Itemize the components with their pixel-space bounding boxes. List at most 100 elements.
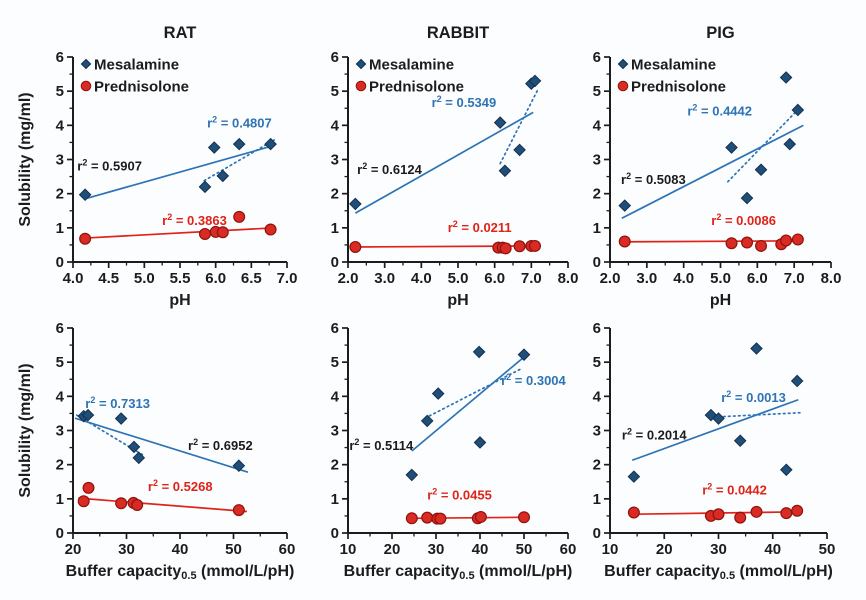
subplot-pig-buffer: 10 20 30 40 50 0 1 2 3 4 5 6 Buffer capacity0.5 (mmo… bbox=[593, 320, 836, 582]
data-point-mesalamine bbox=[754, 163, 768, 177]
data-point-mesalamine bbox=[780, 463, 793, 477]
data-point-mesalamine bbox=[132, 451, 146, 465]
r2-annotation: r2 = 0.0086 bbox=[711, 212, 776, 228]
r2-annotation: r2 = 0.5907 bbox=[77, 157, 142, 173]
data-point-prednisolone bbox=[741, 236, 754, 249]
x-axis-label: Buffer capacity0.5 (mmol/L/pH) bbox=[66, 563, 295, 582]
x-axis-label: pH bbox=[447, 292, 468, 309]
data-point-mesalamine bbox=[264, 137, 277, 151]
x-tick-label: 4.0 bbox=[673, 270, 694, 287]
legend-label-mesalamine: Mesalamine bbox=[369, 57, 454, 74]
r2-annotation: r2 = 0.5268 bbox=[148, 478, 213, 494]
r2-annotation: r2 = 0.0013 bbox=[721, 389, 786, 405]
y-tick-label: 0 bbox=[593, 254, 601, 271]
legend-label-prednisolone: Prednisolone bbox=[94, 79, 189, 96]
x-tick-label: 2.0 bbox=[600, 270, 621, 287]
y-tick-label: 1 bbox=[56, 491, 64, 508]
y-tick-label: 5 bbox=[56, 83, 64, 100]
subplot-rat-buffer: 20 30 40 50 60 0 1 2 3 4 5 6 Buffer capacity0.5 (mmo… bbox=[17, 320, 295, 582]
y-tick-label: 6 bbox=[56, 320, 64, 337]
y-tick-label: 0 bbox=[56, 254, 64, 271]
x-tick-label: 5.0 bbox=[710, 270, 731, 287]
data-point-prednisolone bbox=[421, 511, 434, 524]
x-axis-label: Buffer capacity0.5 (mmol/L/pH) bbox=[344, 563, 573, 582]
x-tick-label: 4.0 bbox=[63, 270, 84, 287]
r2-annotation: r2 = 0.0455 bbox=[427, 486, 492, 502]
data-point-prednisolone bbox=[131, 498, 144, 511]
legend-label-prednisolone: Prednisolone bbox=[631, 79, 726, 96]
x-tick-label: 10 bbox=[602, 541, 619, 558]
x-tick-label: 60 bbox=[279, 541, 296, 558]
x-tick-label: 4.0 bbox=[411, 270, 432, 287]
y-tick-label: 3 bbox=[593, 423, 601, 440]
x-tick-label: 7.0 bbox=[521, 270, 542, 287]
axes bbox=[72, 328, 287, 534]
data-point-prednisolone bbox=[82, 481, 95, 494]
data-point-prednisolone bbox=[474, 510, 487, 523]
fit-line-mesalamine-solid bbox=[411, 356, 525, 452]
data-point-mesalamine bbox=[420, 414, 434, 428]
r2-annotation: r2 = 0.0442 bbox=[702, 481, 767, 497]
y-tick-label: 4 bbox=[331, 117, 340, 134]
data-point-mesalamine bbox=[198, 180, 212, 194]
legend-diamond-icon bbox=[355, 58, 367, 70]
chart-title: PIG bbox=[706, 24, 734, 42]
data-point-mesalamine bbox=[78, 188, 92, 201]
r2-annotation: r2 = 0.2014 bbox=[622, 427, 687, 443]
data-point-mesalamine bbox=[472, 345, 486, 359]
fit-line-mesalamine-dotted bbox=[499, 88, 539, 165]
data-point-prednisolone bbox=[618, 235, 631, 248]
fit-line-mesalamine-dotted bbox=[727, 110, 797, 183]
x-tick-label: 8.0 bbox=[821, 270, 842, 287]
data-point-mesalamine bbox=[528, 74, 542, 88]
x-axis-label: pH bbox=[710, 292, 731, 309]
data-point-mesalamine bbox=[740, 191, 754, 205]
data-point-prednisolone bbox=[725, 237, 738, 250]
y-tick-label: 4 bbox=[56, 388, 65, 405]
x-tick-label: 6.0 bbox=[484, 270, 505, 287]
x-tick-label: 5.5 bbox=[170, 270, 191, 287]
chart-title: RABBIT bbox=[427, 24, 489, 42]
y-tick-label: 3 bbox=[56, 152, 64, 169]
x-tick-label: 20 bbox=[65, 541, 82, 558]
data-point-mesalamine bbox=[493, 116, 507, 129]
subplot-pig-ph: PIG 2.0 3.0 4.0 5.0 6.0 7.0 8.0 0 1 2 3 4 5 6 pH Mesalam… bbox=[593, 24, 842, 309]
y-tick-label: 1 bbox=[593, 220, 601, 237]
series-mesalamine bbox=[618, 71, 805, 212]
legend: Mesalamine Prednisolone bbox=[355, 57, 464, 96]
x-axis-label: pH bbox=[169, 292, 190, 309]
x-tick-label: 20 bbox=[656, 541, 673, 558]
series-prednisolone bbox=[627, 504, 804, 524]
data-point-prednisolone bbox=[734, 511, 747, 524]
data-point-mesalamine bbox=[232, 137, 246, 151]
x-tick-label: 3.0 bbox=[374, 270, 395, 287]
data-point-prednisolone bbox=[750, 505, 763, 518]
y-tick-label: 6 bbox=[331, 320, 339, 337]
x-tick-label: 50 bbox=[225, 541, 242, 558]
x-tick-label: 50 bbox=[516, 541, 533, 558]
y-tick-label: 2 bbox=[593, 457, 601, 474]
r2-annotation: r2 = 0.5114 bbox=[349, 437, 414, 453]
data-point-prednisolone bbox=[216, 226, 229, 239]
y-tick-label: 3 bbox=[56, 423, 64, 440]
fit-line-prednisolone-solid bbox=[78, 497, 247, 513]
data-point-prednisolone bbox=[528, 239, 541, 252]
y-tick-label: 1 bbox=[331, 220, 339, 237]
series-prednisolone bbox=[618, 233, 804, 252]
data-point-mesalamine bbox=[207, 141, 221, 154]
x-tick-label: 6.0 bbox=[205, 270, 226, 287]
series-mesalamine bbox=[77, 408, 246, 472]
r2-annotation: r2 = 0.6124 bbox=[357, 161, 422, 177]
legend-diamond-icon bbox=[617, 58, 629, 70]
y-tick-label: 2 bbox=[593, 186, 601, 203]
data-point-prednisolone bbox=[434, 512, 447, 525]
x-axis-label: Buffer capacity0.5 (mmol/L/pH) bbox=[604, 563, 833, 582]
x-tick-label: 30 bbox=[118, 541, 135, 558]
legend: Mesalamine Prednisolone bbox=[617, 57, 726, 96]
y-tick-label: 0 bbox=[56, 525, 64, 542]
fit-line-prednisolone-solid bbox=[85, 226, 275, 239]
y-tick-label: 6 bbox=[593, 49, 601, 66]
data-point-mesalamine bbox=[517, 348, 531, 361]
x-tick-label: 50 bbox=[819, 541, 836, 558]
r2-annotation: r2 = 0.7313 bbox=[85, 395, 150, 411]
